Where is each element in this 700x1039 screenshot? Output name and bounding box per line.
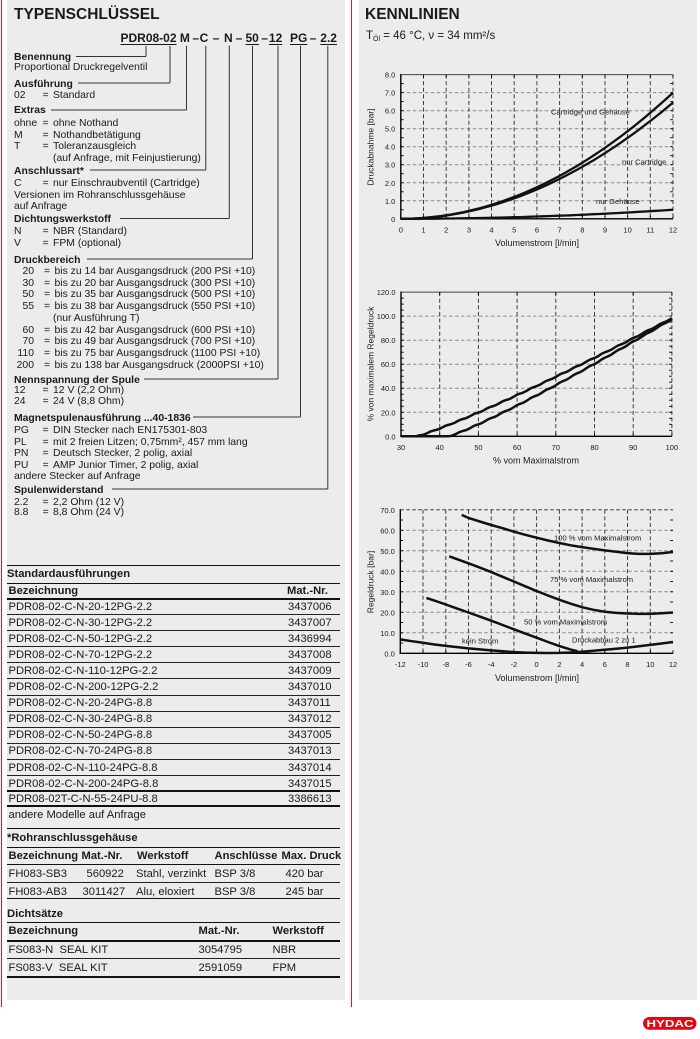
svg-text:HYDAC: HYDAC — [646, 1019, 694, 1030]
